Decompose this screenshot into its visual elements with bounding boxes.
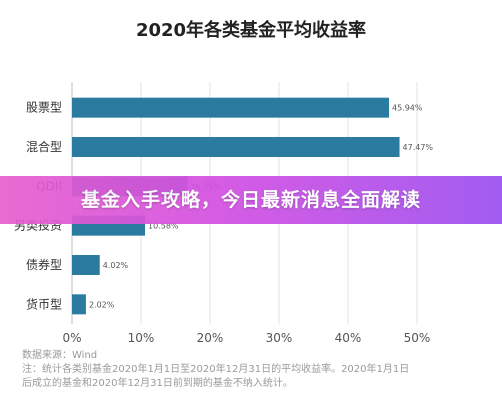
y-category-label: 债券型 (26, 257, 62, 272)
y-category-label: 货币型 (26, 296, 62, 311)
bar-value-label: 47.47% (403, 143, 434, 152)
bar (72, 294, 86, 315)
bar-value-label: 2.02% (89, 300, 115, 309)
bar-value-label: 45.94% (392, 104, 423, 113)
footnote-line-2: 后成立的基金和2020年12月31日前到期的基金不纳入统计。 (22, 378, 293, 389)
y-category-label: 股票型 (26, 101, 62, 115)
x-tick-label: 50% (404, 331, 431, 345)
bar (72, 255, 100, 275)
bar-value-label: 4.02% (103, 261, 129, 270)
x-tick-label: 10% (128, 331, 155, 345)
promo-banner-text[interactable]: 基金入手攻略，今日最新消息全面解读 (80, 189, 421, 211)
bar (72, 137, 400, 157)
x-tick-label: 40% (335, 331, 362, 345)
source-note: 数据来源：Wind (22, 350, 98, 361)
promo-banner[interactable]: 基金入手攻略，今日最新消息全面解读 (0, 176, 502, 224)
chart-title: 2020年各类基金平均收益率 (135, 20, 367, 41)
bar-value-label: 10.58% (148, 222, 179, 231)
x-tick-label: 30% (266, 331, 293, 345)
footnote-line-1: 注：统计各类别基金2020年1月1日至2020年12月31日的平均收益率。202… (22, 364, 410, 375)
x-tick-label: 20% (197, 331, 224, 345)
bar (72, 97, 389, 118)
y-category-label: 混合型 (26, 139, 62, 154)
x-tick-label: 0% (62, 331, 81, 345)
